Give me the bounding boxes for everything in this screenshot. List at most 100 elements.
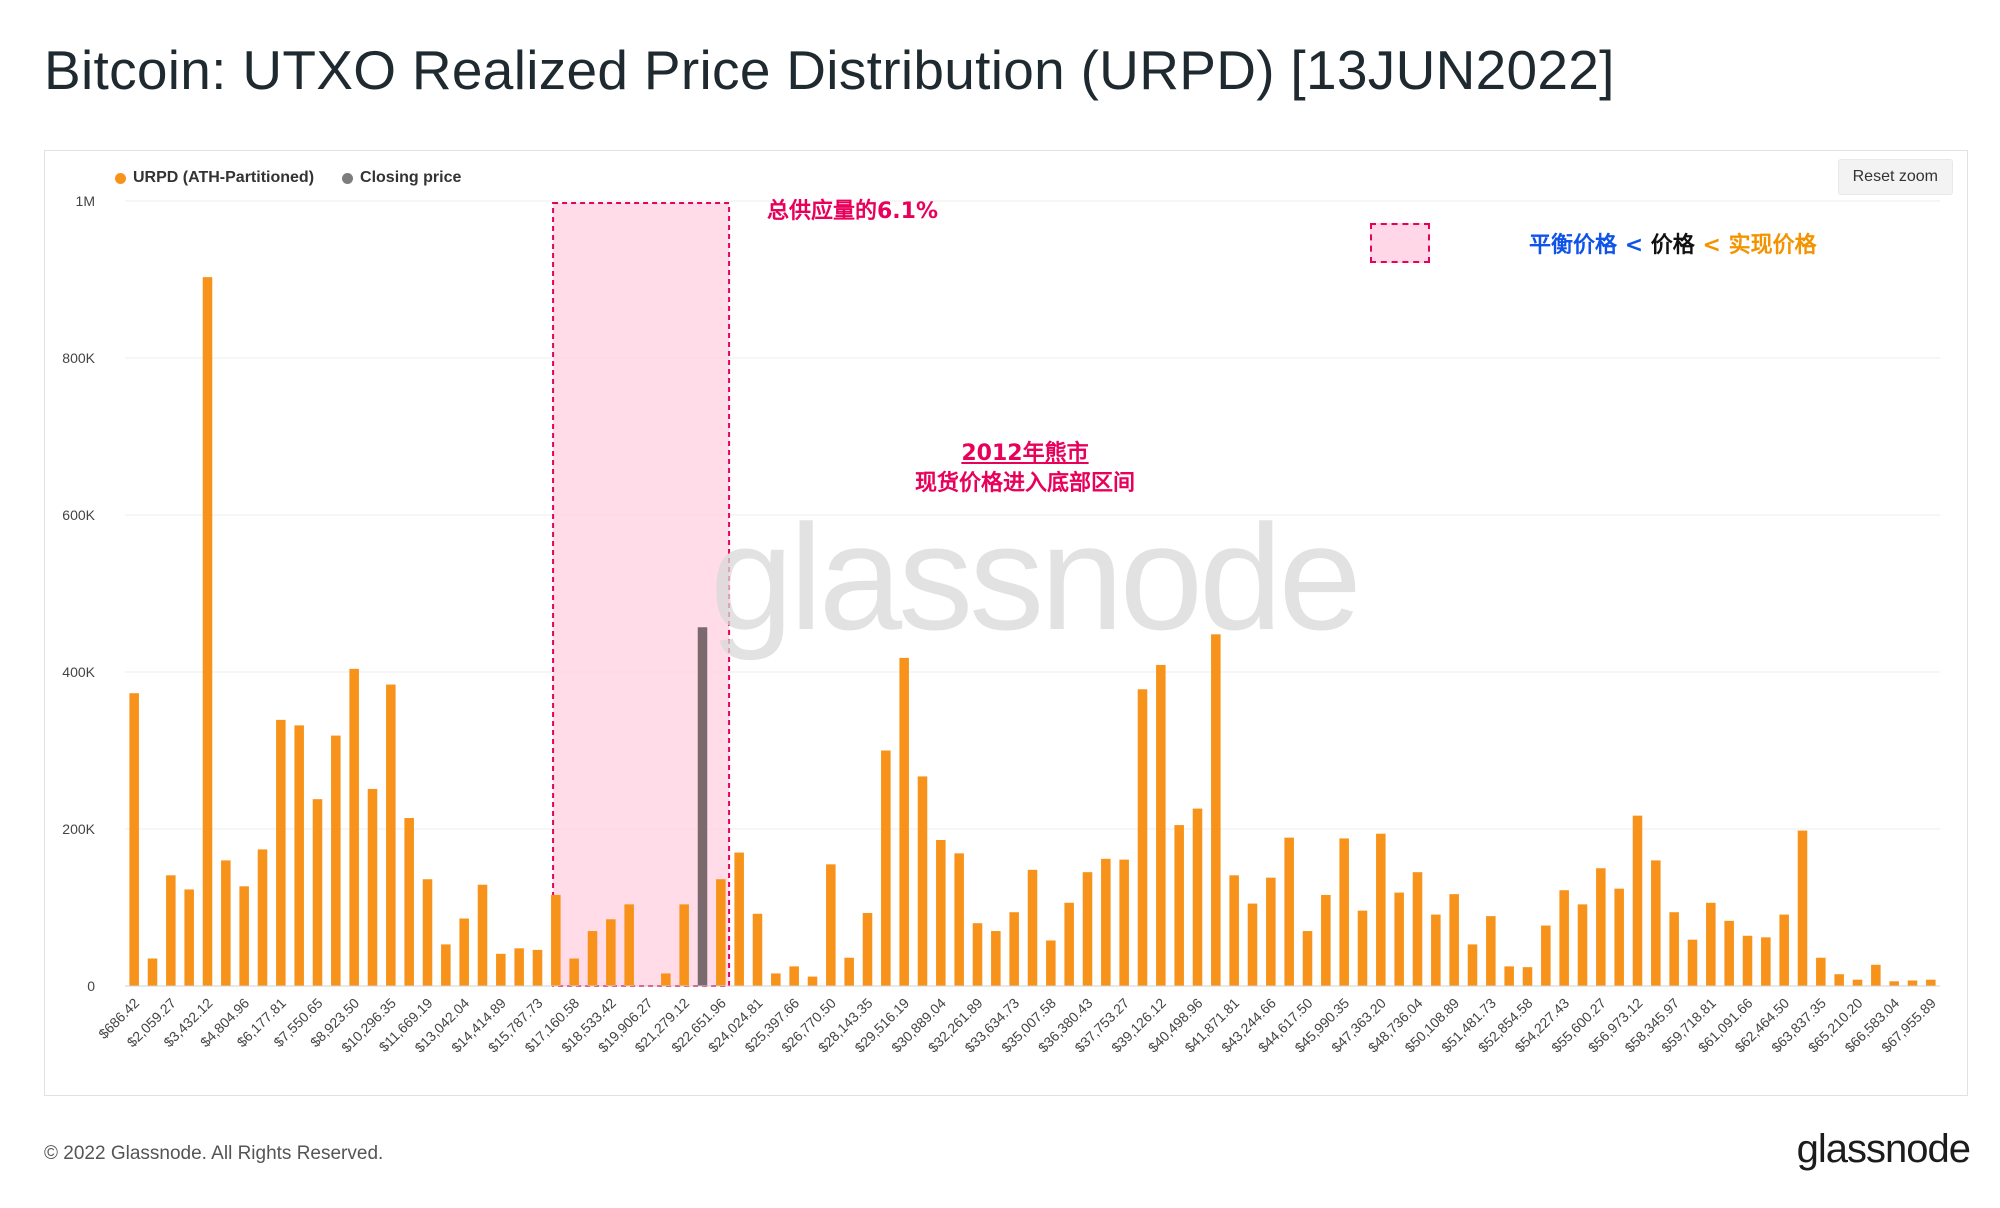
legend-item-closing-price[interactable]: Closing price [342, 169, 461, 187]
highlight-legend-swatch [1370, 223, 1430, 263]
urpd-bar [166, 875, 176, 986]
urpd-bar [899, 657, 909, 986]
urpd-bar [294, 725, 304, 986]
eq-balanced-price: 平衡价格 [1529, 233, 1618, 258]
urpd-bar [606, 919, 616, 986]
urpd-bar [184, 889, 194, 986]
urpd-bar [1211, 634, 1221, 986]
urpd-bar [1724, 920, 1734, 986]
urpd-bar [129, 693, 139, 986]
page-title: Bitcoin: UTXO Realized Price Distributio… [44, 39, 1615, 101]
urpd-bar [1651, 860, 1661, 986]
y-tick-label: 400K [62, 664, 95, 680]
urpd-bar [551, 894, 561, 986]
urpd-bar [1559, 890, 1569, 986]
urpd-bar [1779, 914, 1789, 986]
urpd-bar [239, 886, 249, 986]
chart-legend: URPD (ATH-Partitioned) Closing price [115, 169, 461, 187]
urpd-bar [1082, 872, 1093, 986]
urpd-bar [532, 949, 543, 986]
legend-item-urpd[interactable]: URPD (ATH-Partitioned) [115, 169, 314, 187]
supply-annotation: 总供应量的6.1% [767, 199, 939, 224]
urpd-bar [862, 912, 873, 986]
urpd-bar [1174, 825, 1184, 986]
eq-less-than-2: < [1702, 233, 1721, 258]
urpd-bar [716, 879, 726, 986]
bear-market-line2: 现货价格进入底部区间 [914, 471, 1135, 496]
urpd-bar [587, 931, 598, 986]
y-tick-label: 800K [62, 350, 95, 366]
urpd-bar [1284, 837, 1294, 986]
urpd-bar [1339, 838, 1349, 986]
copyright-text: © 2022 Glassnode. All Rights Reserved. [44, 1143, 384, 1164]
urpd-bar [1156, 664, 1166, 986]
urpd-bar [972, 923, 983, 986]
urpd-bar [1449, 894, 1459, 986]
urpd-bar [1889, 981, 1899, 986]
urpd-bar [1614, 888, 1624, 986]
urpd-bar [312, 799, 323, 986]
urpd-bar [1046, 940, 1056, 986]
urpd-bar [881, 750, 891, 986]
eq-less-than-1: < [1624, 233, 1644, 258]
urpd-bar [771, 973, 781, 986]
urpd-bar [661, 973, 671, 986]
urpd-bar [1394, 892, 1404, 986]
urpd-bar [1064, 902, 1074, 986]
urpd-bar [496, 953, 506, 986]
chart-card: 0 200K 400K 600K 800K 1M $686.42 $2,059.27 $3,43… [44, 150, 1968, 1096]
legend-closing-dot-icon [342, 172, 354, 184]
urpd-bar [991, 931, 1001, 986]
reset-zoom-button[interactable]: Reset zoom [1837, 159, 1953, 195]
urpd-bar [1412, 872, 1423, 986]
urpd-bar [1596, 868, 1606, 986]
urpd-bar [734, 852, 744, 986]
urpd-bar [386, 684, 396, 986]
urpd-bar [1926, 979, 1936, 986]
urpd-bar [1541, 925, 1551, 986]
urpd-bar [1687, 939, 1698, 986]
urpd-bar [1797, 830, 1808, 986]
urpd-bar [752, 913, 763, 986]
urpd-bar [789, 966, 799, 986]
urpd-bar [954, 853, 964, 986]
urpd-bar [477, 884, 488, 986]
eq-price: 价格 [1650, 233, 1695, 258]
urpd-bar [844, 957, 854, 986]
urpd-bar [1504, 966, 1514, 986]
urpd-bar [257, 849, 268, 986]
legend-urpd-label: URPD (ATH-Partitioned) [133, 169, 315, 186]
urpd-bar [349, 668, 359, 986]
urpd-bar [1522, 967, 1533, 986]
urpd-bar [459, 918, 469, 986]
urpd-bar [1192, 808, 1203, 986]
urpd-bar [569, 958, 579, 986]
urpd-bar [1816, 957, 1826, 986]
urpd-bar [1431, 914, 1441, 986]
y-tick-label: 600K [62, 507, 95, 523]
urpd-bar [1907, 980, 1918, 986]
urpd-bar [1486, 916, 1496, 986]
urpd-bar [1742, 935, 1753, 986]
urpd-bar [1119, 859, 1129, 986]
urpd-bar [1357, 910, 1368, 986]
urpd-bar [404, 818, 414, 986]
urpd-bar [367, 788, 378, 986]
urpd-bar [1266, 877, 1276, 986]
urpd-bar [1321, 894, 1331, 986]
urpd-bar [1834, 974, 1844, 986]
bear-market-annotation: 2012年熊市 现货价格进入底部区间 [875, 439, 1175, 499]
urpd-chart: 0200K400K600K800K1M$686.42$2,059.27$3,43… [62, 193, 1940, 1056]
urpd-bar [624, 904, 634, 986]
urpd-bar [1706, 902, 1716, 986]
urpd-bar [1376, 833, 1386, 986]
urpd-bar [514, 948, 524, 986]
urpd-bar [1009, 912, 1019, 986]
urpd-bar [1247, 903, 1258, 986]
urpd-bar [422, 879, 433, 986]
urpd-bar [1852, 979, 1863, 986]
urpd-bar [826, 864, 836, 986]
urpd-bar [807, 976, 818, 986]
urpd-bar [917, 776, 928, 986]
urpd-bar [1101, 858, 1111, 986]
